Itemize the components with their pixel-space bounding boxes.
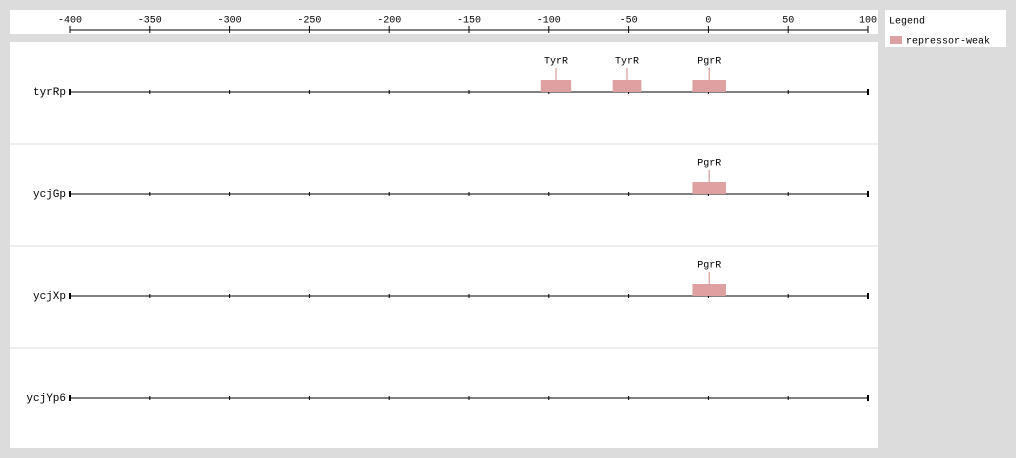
row-label: ycjXp	[33, 291, 66, 303]
site	[692, 80, 726, 92]
site	[540, 80, 572, 92]
axis-tick-label: -400	[58, 16, 82, 27]
site	[692, 182, 726, 194]
axis-tick-label: -150	[457, 16, 481, 27]
site	[612, 80, 642, 92]
site-label: PgrR	[697, 261, 721, 272]
axis-tick-label: 100	[859, 16, 877, 27]
axis-tick-label: -300	[218, 16, 242, 27]
row-label: ycjYp6	[26, 393, 66, 405]
legend-title: Legend	[889, 16, 925, 28]
axis-tick-label: -250	[297, 16, 321, 27]
legend-label: repressor-weak	[906, 36, 990, 48]
legend-swatch	[890, 36, 902, 44]
site-label: PgrR	[697, 159, 721, 170]
axis-tick-label: -350	[138, 16, 162, 27]
row-label: ycjGp	[33, 189, 66, 201]
legend-box	[885, 10, 1006, 47]
axis-tick-label: 50	[782, 16, 794, 27]
site	[692, 284, 726, 296]
site-label: TyrR	[615, 57, 639, 68]
axis-tick-label: -200	[377, 16, 401, 27]
site-label: PgrR	[697, 57, 721, 68]
track-panel	[10, 42, 878, 448]
site-label: TyrR	[544, 57, 568, 68]
row-label: tyrRp	[33, 87, 66, 99]
axis-tick-label: 0	[705, 16, 711, 27]
axis-tick-label: -100	[537, 16, 561, 27]
axis-tick-label: -50	[620, 16, 638, 27]
